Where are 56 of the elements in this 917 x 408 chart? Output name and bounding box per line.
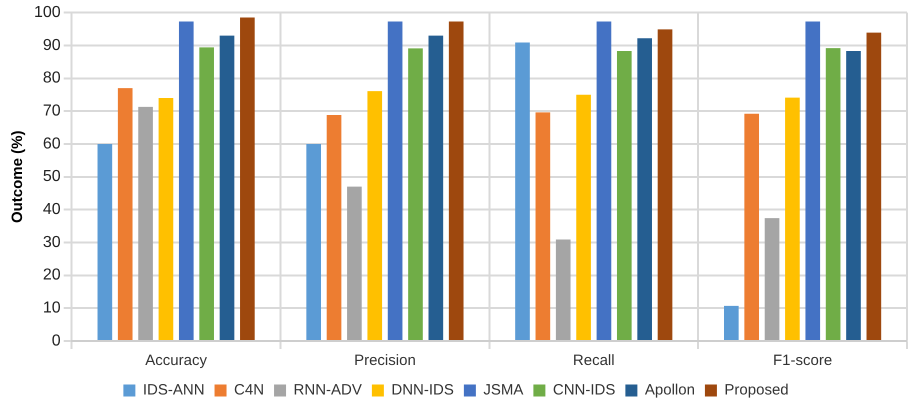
bar [556,240,571,340]
x-tick-label: F1-score [772,352,832,370]
x-tick-label: Precision [354,352,416,370]
y-tick-label: 100 [34,4,61,22]
bar [576,94,591,340]
y-tick-label: 80 [42,70,61,87]
y-tick-label: 40 [42,201,61,218]
y-tick-label: 70 [42,102,61,120]
bar [637,38,652,340]
bar [326,115,342,340]
y-tick-label: 30 [42,234,61,251]
y-tick-label: 20 [42,266,61,284]
bar [764,218,780,340]
bar [199,47,214,340]
legend-label: IDS-ANN [142,382,205,399]
bar [158,98,174,340]
legend-label: C4N [234,382,264,399]
bar [724,306,739,340]
bar [220,36,234,340]
bar [347,186,362,340]
legend-label: CNN-IDS [552,382,616,399]
bar [448,21,464,340]
bar [98,144,112,340]
y-tick-label: 50 [42,168,61,186]
bar [240,18,255,340]
bar [138,106,153,340]
bar [306,144,322,340]
bar [785,98,800,340]
bar [596,21,612,340]
y-tick-label: 10 [42,300,61,317]
y-tick-label: 90 [42,36,61,54]
bar [846,51,861,340]
bar [428,36,444,340]
legend-label: Apollon [644,382,695,399]
bar [178,21,194,340]
bar [388,21,402,340]
bar [408,48,423,340]
legend-label: RNN-ADV [294,382,362,399]
bar [616,51,632,340]
x-tick-label: Accuracy [145,352,208,370]
bar [826,48,840,340]
legend-label: JSMA [483,382,524,399]
bar [744,114,760,340]
y-tick-label: 0 [52,332,61,350]
legend-label: DNN-IDS [391,382,454,399]
bar [515,42,530,340]
y-axis-title: Outcome (%) [9,130,26,224]
bar [118,88,133,340]
bar [805,21,820,340]
bar [536,112,550,340]
y-tick-label: 60 [42,135,61,152]
bar [866,32,882,340]
x-tick-label: Recall [572,352,615,370]
legend-label: Proposed [724,382,789,399]
bar [367,91,382,340]
bar [658,29,672,340]
